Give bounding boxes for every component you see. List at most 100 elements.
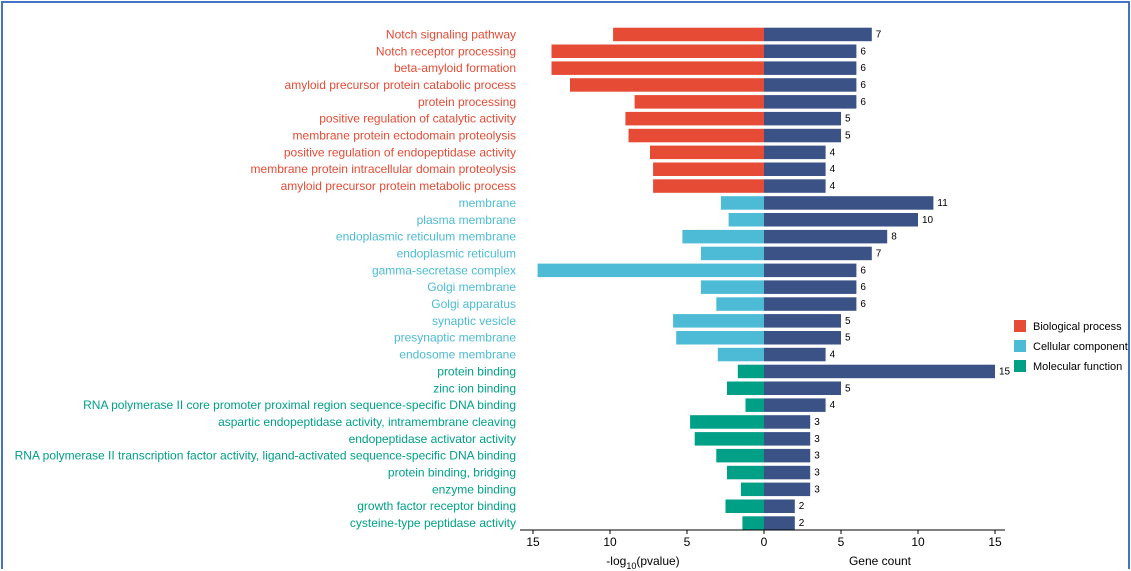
- category-label: amyloid precursor protein metabolic proc…: [281, 179, 516, 193]
- count-label: 6: [860, 63, 866, 74]
- category-label: growth factor receptor binding: [357, 499, 516, 513]
- axis-ticks: 15 10 5 0 5 10 15: [526, 530, 1002, 549]
- category-label: Notch receptor processing: [376, 44, 516, 58]
- count-label: 11: [937, 198, 948, 209]
- count-label: 7: [876, 29, 882, 40]
- count-label: 8: [891, 232, 897, 243]
- pvalue-bar: [740, 482, 764, 497]
- count-label: 5: [845, 383, 851, 394]
- gene-count-bar: [764, 213, 918, 227]
- count-label: 5: [845, 131, 851, 142]
- category-label: Notch signaling pathway: [386, 27, 516, 41]
- gene-count-bars: [764, 27, 995, 530]
- gene-count-bar: [764, 162, 826, 176]
- category-label: presynaptic membrane: [394, 331, 516, 345]
- count-label: 3: [814, 417, 820, 428]
- category-labels: Notch signaling pathway Notch receptor pr…: [15, 27, 517, 530]
- count-label: 5: [845, 316, 851, 327]
- count-label: 6: [860, 46, 866, 57]
- legend-label: Cellular component: [1033, 341, 1128, 353]
- pvalue-bar: [694, 432, 764, 446]
- pvalue-bar: [653, 162, 764, 176]
- left-axis-tick-label: 15: [526, 535, 540, 549]
- pvalue-bar: [650, 145, 764, 160]
- category-label: RNA polymerase II transcription factor a…: [15, 449, 516, 463]
- category-label: RNA polymerase II core promoter proximal…: [83, 398, 516, 412]
- gene-count-bar: [764, 145, 826, 160]
- pvalue-bar: [737, 364, 764, 379]
- count-label: 4: [830, 164, 836, 175]
- category-label: plasma membrane: [417, 213, 517, 227]
- count-label: 4: [830, 400, 836, 411]
- pvalue-bar: [700, 280, 764, 294]
- pvalue-bar: [690, 415, 764, 429]
- gene-count-bar: [764, 27, 872, 42]
- legend: Biological process Cellular component Mole…: [1014, 320, 1128, 373]
- pvalue-bar: [551, 44, 764, 58]
- pvalue-bar: [717, 347, 764, 362]
- pvalue-bar: [742, 516, 764, 530]
- pvalue-bar: [720, 196, 764, 210]
- count-label: 6: [860, 282, 866, 293]
- right-axis-title: Gene count: [849, 554, 912, 568]
- gene-count-bar: [764, 229, 888, 244]
- category-label: zinc ion binding: [433, 381, 516, 395]
- category-label: membrane: [459, 196, 517, 210]
- legend-swatch: [1014, 320, 1026, 332]
- gene-count-bar: [764, 61, 857, 75]
- gene-count-bar: [764, 465, 811, 480]
- legend-swatch: [1014, 340, 1026, 352]
- gene-count-bar: [764, 347, 826, 362]
- legend-label: Biological process: [1033, 321, 1122, 333]
- count-label: 15: [999, 366, 1011, 377]
- category-label: aspartic endopeptidase activity, intrame…: [218, 415, 516, 429]
- pvalue-bar: [628, 128, 764, 143]
- gene-count-bar: [764, 516, 795, 530]
- category-label: endoplasmic reticulum: [397, 247, 516, 261]
- count-label: 7: [876, 249, 882, 260]
- count-label: 3: [814, 468, 820, 479]
- count-label: 5: [845, 114, 851, 125]
- pvalue-bar: [676, 331, 764, 345]
- gene-count-bar: [764, 196, 934, 210]
- category-label: positive regulation of catalytic activit…: [319, 112, 516, 126]
- left-axis-tick-label: 5: [684, 535, 691, 549]
- right-axis-tick-label: 15: [988, 535, 1002, 549]
- gene-count-bar: [764, 263, 857, 278]
- category-label: cysteine-type peptidase activity: [350, 516, 516, 530]
- right-axis-tick-label: 10: [911, 535, 925, 549]
- pvalue-bar: [613, 27, 764, 42]
- category-label: endosome membrane: [399, 348, 516, 362]
- category-label: membrane protein ectodomain proteolysis: [293, 129, 516, 143]
- category-label: amyloid precursor protein catabolic proc…: [285, 78, 516, 92]
- gene-count-bar: [764, 44, 857, 58]
- count-label: 6: [860, 265, 866, 276]
- count-label: 3: [814, 434, 820, 445]
- gene-count-bar: [764, 95, 857, 109]
- gene-count-bar: [764, 381, 841, 395]
- gene-count-bar: [764, 128, 841, 143]
- count-label: 3: [814, 484, 820, 495]
- left-axis-tick-label: 0: [761, 535, 768, 549]
- gene-count-bar: [764, 78, 857, 92]
- pvalue-bar: [551, 61, 764, 75]
- gene-count-bar: [764, 331, 841, 345]
- category-label: beta-amyloid formation: [394, 61, 516, 75]
- gene-count-bar: [764, 246, 872, 261]
- category-label: Golgi apparatus: [431, 297, 516, 311]
- pvalue-bar: [682, 229, 764, 244]
- gene-count-bar: [764, 297, 857, 311]
- pvalue-bar: [728, 213, 764, 227]
- left-axis-title-subscript: 10: [626, 561, 636, 571]
- gene-count-bar: [764, 179, 826, 193]
- count-label: 6: [860, 80, 866, 91]
- count-label: 3: [814, 451, 820, 462]
- pvalue-bar: [537, 263, 764, 278]
- category-label: protein binding: [437, 364, 516, 378]
- legend-label: Molecular function: [1033, 361, 1122, 373]
- gene-count-bar: [764, 499, 795, 513]
- pvalue-bar: [725, 499, 764, 513]
- pvalue-bar: [673, 314, 764, 328]
- pvalue-bar: [625, 111, 764, 126]
